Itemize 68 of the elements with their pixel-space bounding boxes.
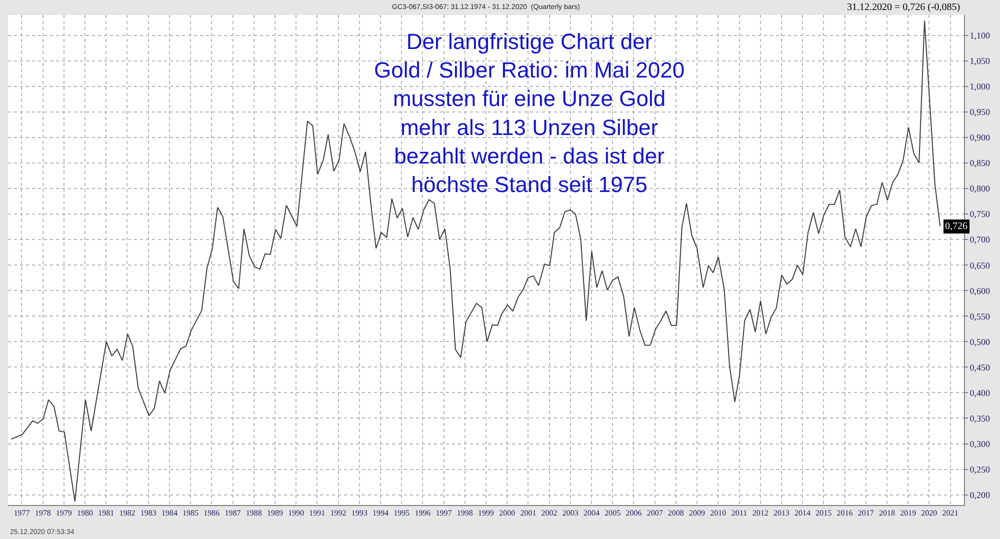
text: Der langfristige Chart der Gold / Silber Ratio: im Mai 2020 mussten für eine Unze Gold mehr als 113 Unzen Silber bezahlt werden - das ist der höchste Stand seit 1975 bbox=[374, 29, 685, 197]
x-tick-label: 1980 bbox=[77, 508, 94, 518]
x-tick-label: 1986 bbox=[204, 508, 220, 518]
y-tick-label: 0,450 bbox=[970, 362, 991, 372]
x-tick-label: 1978 bbox=[34, 508, 51, 518]
x-tick-label: 2001 bbox=[520, 508, 536, 518]
y-tick-label: 0,550 bbox=[970, 311, 991, 322]
x-tick-label: 2007 bbox=[646, 508, 663, 518]
x-tick-label: 1981 bbox=[98, 508, 114, 518]
x-tick-label: 1996 bbox=[414, 508, 431, 518]
x-tick-label: 2015 bbox=[816, 508, 832, 518]
x-tick-label: 2004 bbox=[584, 508, 600, 518]
y-tick-label: 0,900 bbox=[970, 132, 991, 143]
x-tick-label: 1983 bbox=[140, 508, 156, 518]
y-tick-label: 0,600 bbox=[970, 286, 991, 296]
data-label: 0,726 bbox=[945, 221, 968, 232]
x-tick-label: 2018 bbox=[878, 508, 895, 518]
y-tick-label: 0,700 bbox=[970, 234, 991, 245]
x-tick-label: 2012 bbox=[752, 508, 768, 518]
x-tick-label: 2005 bbox=[604, 508, 621, 518]
x-tick-label: 2008 bbox=[668, 508, 684, 518]
x-tick-label: 2011 bbox=[731, 508, 748, 518]
x-tick-label: 1977 bbox=[14, 508, 30, 518]
y-tick-label: 1,050 bbox=[970, 56, 991, 66]
x-tick-label: 1999 bbox=[478, 508, 494, 518]
y-tick-label: 0,500 bbox=[970, 336, 991, 347]
y-tick-label: 1,000 bbox=[970, 82, 991, 92]
x-tick-label: 2020 bbox=[921, 508, 938, 518]
x-tick-label: 2013 bbox=[773, 508, 790, 518]
x-tick-label: 1992 bbox=[330, 508, 346, 518]
line-series bbox=[10, 20, 941, 502]
x-tick-label: 2009 bbox=[689, 508, 706, 518]
x-tick-label: 2006 bbox=[626, 508, 642, 518]
y-tick-label: 0,200 bbox=[970, 490, 991, 500]
x-tick-label: 1979 bbox=[56, 508, 72, 518]
x-tick-label: 1998 bbox=[456, 508, 473, 518]
text: 31.12.2020 = 0,726 (-0,085) bbox=[847, 2, 960, 13]
x-tick-label: 2017 bbox=[858, 508, 874, 518]
y-tick-label: 0,350 bbox=[970, 413, 991, 424]
y-tick-label: 0,250 bbox=[970, 464, 991, 474]
y-tick-label: 0,750 bbox=[970, 209, 991, 220]
x-tick-label: 2021 bbox=[942, 508, 958, 518]
x-tick-label: 1984 bbox=[161, 508, 178, 518]
x-tick-label: 1993 bbox=[351, 508, 368, 518]
y-tick-label: 0,650 bbox=[970, 260, 991, 270]
x-tick-label: 1988 bbox=[246, 508, 262, 518]
x-tick-label: 1990 bbox=[288, 508, 304, 518]
x-tick-label: 1987 bbox=[224, 508, 241, 518]
x-tick-label: 1994 bbox=[372, 508, 388, 518]
x-tick-label: 2019 bbox=[900, 508, 916, 518]
y-tick-label: 0,300 bbox=[970, 438, 991, 449]
x-tick-label: 2010 bbox=[710, 508, 726, 518]
y-tick-label: 0,950 bbox=[970, 107, 991, 118]
y-tick-label: 0,800 bbox=[970, 184, 991, 194]
y-tick-label: 0,400 bbox=[970, 388, 991, 398]
y-tick-label: 0,850 bbox=[970, 158, 991, 168]
x-tick-label: 2000 bbox=[499, 508, 516, 518]
x-tick-label: 1995 bbox=[394, 508, 410, 518]
x-tick-label: 1982 bbox=[119, 508, 136, 518]
x-tick-label: 1985 bbox=[182, 508, 199, 518]
x-tick-label: 2002 bbox=[541, 508, 558, 518]
x-tick-label: 1991 bbox=[309, 508, 326, 518]
y-tick-label: 1,100 bbox=[970, 30, 991, 41]
x-tick-label: 2014 bbox=[794, 508, 811, 518]
x-tick-label: 1989 bbox=[266, 508, 283, 518]
x-tick-label: 1997 bbox=[436, 508, 452, 518]
x-tick-label: 2016 bbox=[836, 508, 853, 518]
x-tick-label: 2003 bbox=[562, 508, 578, 518]
